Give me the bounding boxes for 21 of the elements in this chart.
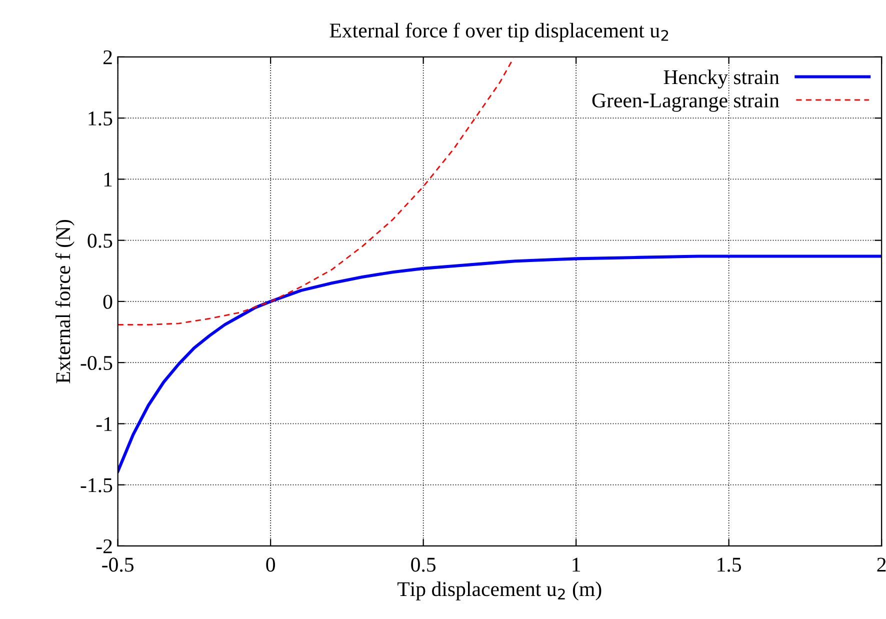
legend-label: Hencky strain (664, 70, 780, 89)
x-tick-label: 0 (266, 558, 275, 572)
x-tick-label: 0.5 (411, 558, 436, 572)
y-tick-label: 1.5 (88, 112, 112, 126)
y-tick-label: -1 (96, 417, 112, 431)
chart-title: External force f over tip displacement u$_{2}$ (330, 22, 668, 42)
line-series (118, 57, 514, 326)
legend-label: Green-Lagrange strain (592, 93, 780, 112)
y-tick-label: -0.5 (80, 356, 112, 370)
y-tick-label: 2 (103, 50, 112, 64)
y-tick-label: 1 (104, 172, 112, 186)
y-tick-label: 0.5 (88, 234, 112, 248)
x-tick-label: 1.5 (718, 558, 742, 572)
y-tick-label: 0 (103, 294, 112, 309)
y-tick-label: -2 (96, 539, 112, 554)
y-tick-label: -1.5 (80, 478, 112, 492)
y-axis-title: External force f (N) (55, 220, 74, 384)
x-axis-title: Tip displacement u$_{2}$ (m) (397, 582, 602, 600)
x-tick-label: 1 (572, 558, 580, 572)
x-tick-label: 2 (877, 558, 886, 572)
line-series (118, 254, 882, 473)
